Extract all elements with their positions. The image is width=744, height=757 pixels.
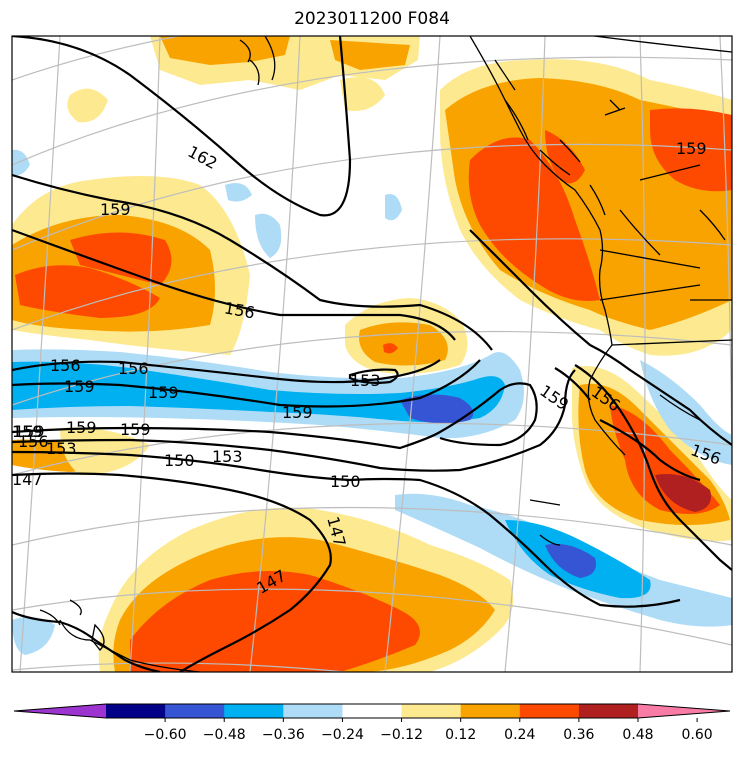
contour-label: 153: [350, 371, 381, 390]
colorbar-bin: [14, 704, 106, 718]
colorbar-tick-label: 0.24: [504, 727, 536, 743]
contour-label: 159: [12, 422, 43, 441]
contour-label: 159: [66, 418, 97, 437]
contour-label: 156: [118, 359, 149, 378]
field-patch: [15, 265, 160, 318]
colorbar-tick-label: −0.60: [143, 727, 187, 743]
contour-label: 159: [100, 200, 131, 219]
colorbar-bin: [638, 704, 730, 718]
contour-label: 156: [50, 356, 81, 375]
colorbar-tick-label: −0.24: [320, 727, 364, 743]
field-patch: [160, 36, 290, 65]
colorbar-bin: [401, 704, 462, 718]
field-patch: [383, 343, 398, 354]
contour-label: 159: [14, 422, 45, 441]
field-patch: [650, 108, 732, 192]
map-frame: [11, 35, 733, 673]
colorbar-bin: [106, 704, 166, 718]
field-patch: [359, 322, 448, 366]
colorbar-tick-label: −0.12: [380, 727, 423, 743]
height-contours: [12, 36, 732, 672]
contour-label: 150: [164, 451, 195, 470]
colorbar: [13, 703, 731, 722]
filled-field-negative: [12, 149, 732, 655]
contour-label: 159: [676, 139, 707, 158]
colorbar-outline: [13, 703, 731, 719]
field-patch: [70, 232, 172, 285]
contour-label: 159: [282, 403, 313, 422]
colorbar-tick-label: −0.36: [261, 727, 305, 743]
colorbar-tick-label: 0.60: [681, 727, 713, 743]
contour-label: 153: [46, 439, 77, 458]
graticule: [12, 36, 732, 672]
field-patch: [225, 182, 252, 202]
field-patch: [655, 474, 711, 512]
field-patch: [545, 543, 596, 578]
field-patch: [12, 149, 30, 176]
colorbar-tick-label: −0.48: [202, 727, 246, 743]
colorbar-bin: [519, 704, 580, 718]
contour-label: 153: [212, 447, 243, 466]
colorbar-bin: [342, 704, 403, 718]
field-patch: [340, 77, 385, 111]
colorbar-tick-label: 0.48: [622, 727, 654, 743]
contour-label: 159: [148, 383, 179, 402]
field-patch: [545, 130, 585, 184]
colorbar-bin: [165, 704, 225, 718]
map-panel: 162 159 159 156 156 156 159 159 153 159 …: [12, 36, 732, 672]
contour-label: 147: [12, 470, 43, 489]
field-patch: [130, 571, 420, 672]
colorbar-bin: [283, 704, 343, 718]
contour-label: 159: [120, 420, 151, 439]
contour-label: 150: [330, 472, 361, 491]
field-patch: [12, 361, 505, 423]
colorbar-tick-label: 0.12: [445, 727, 477, 743]
colorbar-bin: [224, 704, 284, 718]
contour-label: 159: [64, 377, 95, 396]
colorbar-bin: [460, 704, 521, 718]
colorbar-bin: [578, 704, 639, 718]
colorbar-tick-label: 0.36: [563, 727, 595, 743]
field-patch: [330, 40, 410, 70]
field-patch: [255, 213, 282, 258]
field-patch: [468, 137, 600, 301]
map-title: 2023011200 F084: [294, 9, 450, 29]
field-patch: [385, 194, 402, 221]
field-patch: [67, 88, 108, 123]
contour-label: 156: [18, 432, 49, 451]
field-patch: [400, 394, 474, 424]
